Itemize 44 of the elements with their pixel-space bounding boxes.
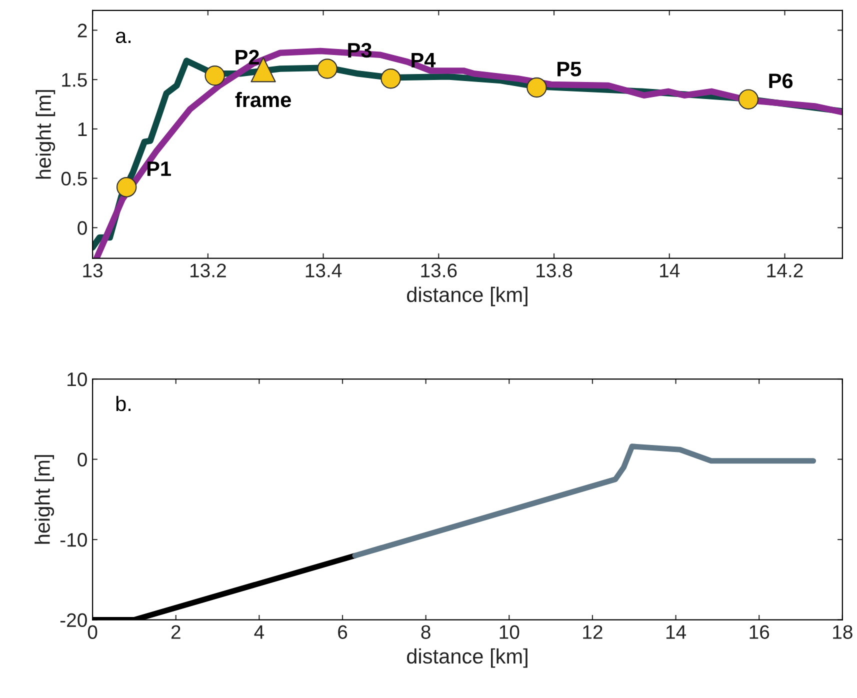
x-tick-label: 10 — [500, 625, 520, 639]
y-tick-label: 0 — [78, 452, 87, 467]
point — [204, 66, 225, 86]
annotation: P4 — [412, 52, 436, 68]
x-tick-label: 2 — [171, 625, 180, 639]
x-tick-label: 4 — [254, 625, 264, 639]
y-tick-label: 0.5 — [61, 172, 87, 186]
point — [317, 58, 338, 79]
y-tick-label: 0 — [78, 221, 87, 235]
x-tick-label: 12 — [583, 625, 602, 639]
y-tick-label: 2 — [78, 24, 87, 38]
x-tick-label: 13.8 — [536, 264, 572, 278]
y-tick-label: 1.5 — [62, 73, 87, 87]
x-tick-label: 6 — [338, 625, 348, 639]
y-axis-title: height [m] — [34, 455, 54, 544]
x-axis-title: distance [km] — [407, 648, 528, 668]
x-tick-label: 14 — [666, 625, 686, 639]
annotation: b. — [116, 396, 131, 412]
x-tick-label: 14.2 — [767, 264, 803, 278]
x-tick-label: 16 — [750, 625, 770, 639]
x-tick-label: 13.6 — [421, 264, 457, 278]
x-tick-label: 8 — [421, 625, 430, 639]
x-tick-label: 13.4 — [306, 264, 342, 278]
annotation: frame — [235, 92, 291, 108]
point — [380, 68, 401, 89]
x-tick-label: 0 — [88, 625, 98, 639]
annotation: P5 — [558, 62, 582, 76]
annotation: P2 — [236, 50, 259, 64]
x-tick-label: 14 — [660, 264, 680, 278]
x-axis-title: distance [km] — [407, 286, 528, 306]
annotation: P6 — [769, 74, 793, 88]
y-tick-label: 1 — [78, 122, 87, 136]
x-tick-label: 18 — [833, 625, 852, 639]
point — [738, 89, 759, 110]
y-tick-label: -10 — [60, 533, 87, 547]
x-tick-label: 13.2 — [190, 264, 226, 278]
y-tick-label: -20 — [60, 613, 87, 628]
x-tick-label: 13 — [83, 264, 103, 278]
y-tick-label: 10 — [68, 372, 87, 386]
point — [526, 77, 547, 98]
annotation: P1 — [147, 162, 171, 176]
annotation: a. — [116, 32, 131, 44]
point — [116, 177, 137, 198]
y-axis-title: height [m] — [36, 90, 56, 179]
